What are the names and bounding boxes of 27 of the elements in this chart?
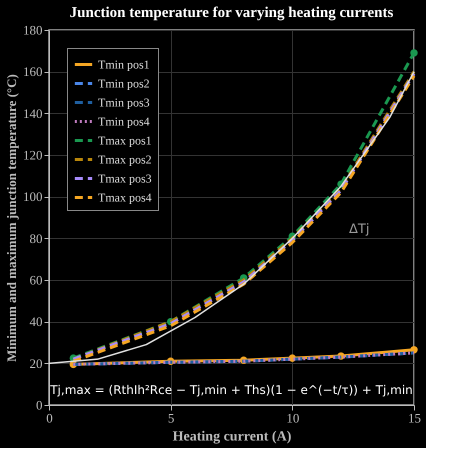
annotation: Tj,max = (RthIh²Rce − Tj,min + Ths)(1 − e^(−t/τ)) + Tj,min [49, 383, 413, 397]
x-tick-label: 15 [408, 410, 421, 426]
legend-label: Tmax pos4 [98, 190, 152, 204]
y-tick-label: 60 [30, 272, 42, 288]
y-tick-label: 140 [23, 106, 42, 121]
x-tick-label: 5 [168, 410, 174, 426]
y-tick-label: 40 [30, 314, 42, 330]
y-tick-label: 180 [23, 22, 42, 38]
legend-label: Tmax pos1 [98, 134, 152, 148]
x-tick-label: 0 [46, 410, 53, 426]
y-tick-label: 20 [30, 356, 42, 371]
y-tick-label: 80 [30, 230, 42, 246]
chart-title: Junction temperature for varying heating currents [70, 5, 394, 21]
legend-label: Tmax pos2 [98, 152, 152, 166]
y-tick-label: 120 [23, 148, 42, 162]
legend-label: Tmin pos4 [98, 114, 150, 128]
y-tick-label: 160 [23, 64, 42, 80]
legend-label: Tmin pos1 [98, 58, 150, 72]
y-axis-title: Minimum and maximum junction temperature (°C) [4, 74, 19, 362]
x-tick-label: 10 [286, 410, 300, 426]
annotation: ΔTj [349, 222, 370, 237]
legend-label: Tmin pos3 [98, 96, 150, 110]
x-axis-title: Heating current (A) [172, 430, 292, 444]
y-tick-label: 0 [36, 398, 42, 412]
legend-label: Tmin pos2 [98, 76, 150, 90]
y-tick-label: 100 [23, 189, 42, 204]
legend-label: Tmax pos3 [98, 172, 152, 186]
